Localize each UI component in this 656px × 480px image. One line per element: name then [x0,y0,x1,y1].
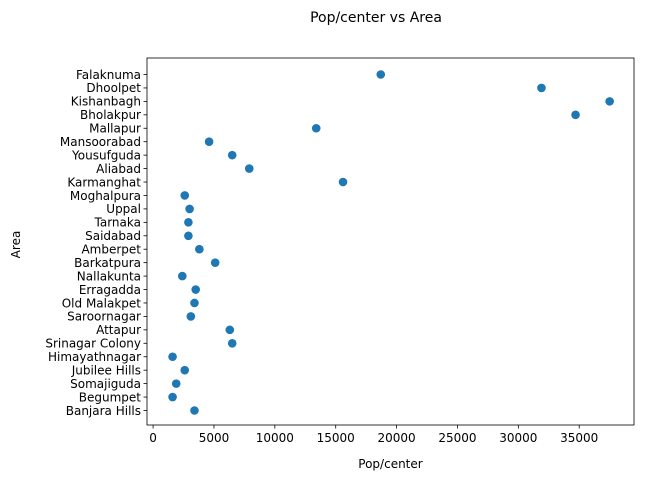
y-tick-label: Barkatpura [74,256,141,270]
data-point [180,365,190,375]
data-point [244,164,254,173]
data-point [571,110,580,120]
plot-frame [146,57,635,426]
data-point [605,97,614,106]
y-tick-label: Saroornagar [67,310,141,324]
y-tick-label: Yousufguda [71,148,141,162]
y-tick-label: Old Malakpet [62,296,142,310]
data-point [184,218,193,227]
x-tick-label: 5000 [199,431,230,445]
data-point [168,352,177,362]
y-tick-label: Mallapur [89,122,141,136]
y-tick-label: Attapur [96,323,141,337]
y-tick-label: Uppal [106,202,141,216]
x-tick-label: 20000 [377,431,415,445]
data-point [168,392,177,402]
y-tick-label: Kishanbagh [71,95,141,109]
y-tick-label: Dhoolpet [86,81,141,95]
y-tick-label: Banjara Hills [66,404,141,418]
data-point [190,406,199,415]
x-tick-label: 15000 [317,431,355,445]
data-point [191,285,200,294]
y-tick-label: Aliabad [96,162,141,176]
data-point [210,258,220,267]
y-tick-label: Nallakunta [77,269,141,283]
y-axis-title: Area [9,231,23,259]
data-point [180,191,190,200]
data-point [186,312,196,321]
data-point [184,231,193,241]
data-point [225,325,235,335]
y-tick-label: Begumpet [79,390,142,404]
plot-area: 0 5000 10000 15000 20000 25000 30000 35000 Banja… [45,57,635,445]
data-point [185,204,194,214]
x-tick-label: 30000 [499,431,537,445]
y-tick-label: Himayathnagar [48,350,141,364]
y-tick-label: Saidabad [85,229,141,243]
y-tick-label: Jubilee Hills [71,363,141,377]
y-tick-label: Erragadda [79,283,141,297]
data-point [537,83,546,93]
y-tick-label: Srinagar Colony [45,337,141,351]
data-point [227,150,237,160]
x-tick-label: 0 [149,431,157,445]
y-tick-label: Bholakpur [80,108,141,122]
y-tick-label: Moghalpura [70,189,141,203]
data-point [178,271,187,281]
x-axis-title: Pop/center [358,457,422,471]
x-tick-label: 25000 [438,431,476,445]
y-tick-label: Falaknuma [76,68,141,82]
data-point [171,379,181,388]
y-tick-label: Karmanghat [67,175,141,189]
data-point [311,123,321,133]
data-point [376,70,386,79]
data-point [227,339,237,348]
y-tick-label: Tarnaka [94,216,141,230]
data-point [195,244,204,254]
chart-title: Pop/center vs Area [310,10,442,26]
data-point [190,298,199,308]
x-tick-label: 35000 [560,431,598,445]
y-tick-label: Mansoorabad [60,135,141,149]
data-point [338,177,348,187]
data-point [204,137,214,146]
x-tick-label: 10000 [256,431,294,445]
y-tick-label: Amberpet [81,243,141,257]
y-tick-label: Somajiguda [70,377,141,391]
